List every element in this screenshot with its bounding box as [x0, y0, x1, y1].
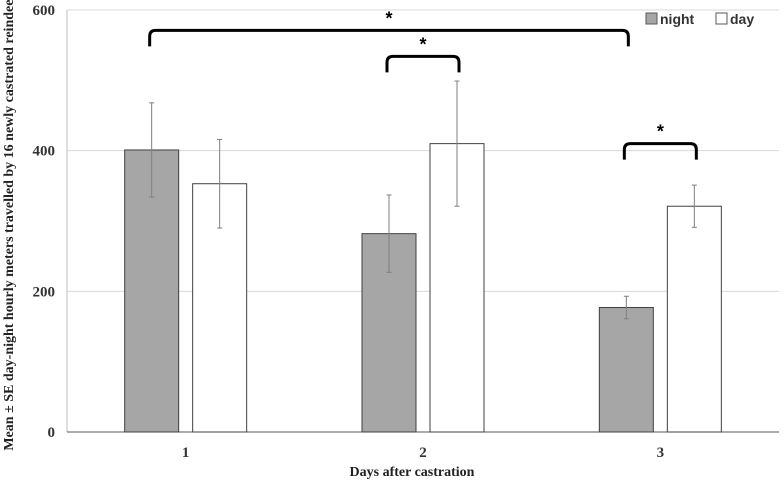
- legend-swatch-day: [715, 12, 728, 25]
- significance-star: *: [419, 34, 426, 54]
- bar-day-3: [666, 205, 722, 433]
- significance-star: *: [385, 8, 392, 28]
- y-tick-label: 400: [33, 144, 56, 160]
- x-tick-label: 3: [657, 445, 665, 461]
- error-bars: [149, 80, 697, 320]
- legend-label-day: day: [730, 11, 754, 27]
- x-axis-title: Days after castration: [350, 465, 475, 480]
- x-tick-label: 1: [182, 445, 190, 461]
- x-tick-label: 2: [419, 445, 427, 461]
- bar-night-2: [361, 233, 417, 433]
- y-tick-labels: 0 200 400 600: [33, 3, 56, 441]
- significance-bracket: [385, 54, 461, 73]
- significance-star: *: [657, 122, 664, 142]
- legend-swatch-night: [645, 12, 658, 25]
- x-tick-labels: 1 2 3: [182, 445, 664, 461]
- significance-brackets: * * *: [148, 8, 698, 160]
- bar-night-3: [598, 307, 654, 433]
- significance-bracket: [622, 142, 698, 160]
- y-tick-label: 200: [33, 284, 56, 300]
- y-axis-title: Mean ± SE day-night hourly meters travel…: [2, 0, 17, 451]
- y-tick-label: 600: [33, 3, 56, 19]
- legend: night day: [645, 11, 754, 27]
- significance-bracket: [148, 28, 630, 47]
- gridlines: [67, 9, 779, 292]
- bars: [124, 143, 722, 433]
- y-tick-label: 0: [48, 425, 56, 441]
- legend-label-night: night: [660, 11, 695, 27]
